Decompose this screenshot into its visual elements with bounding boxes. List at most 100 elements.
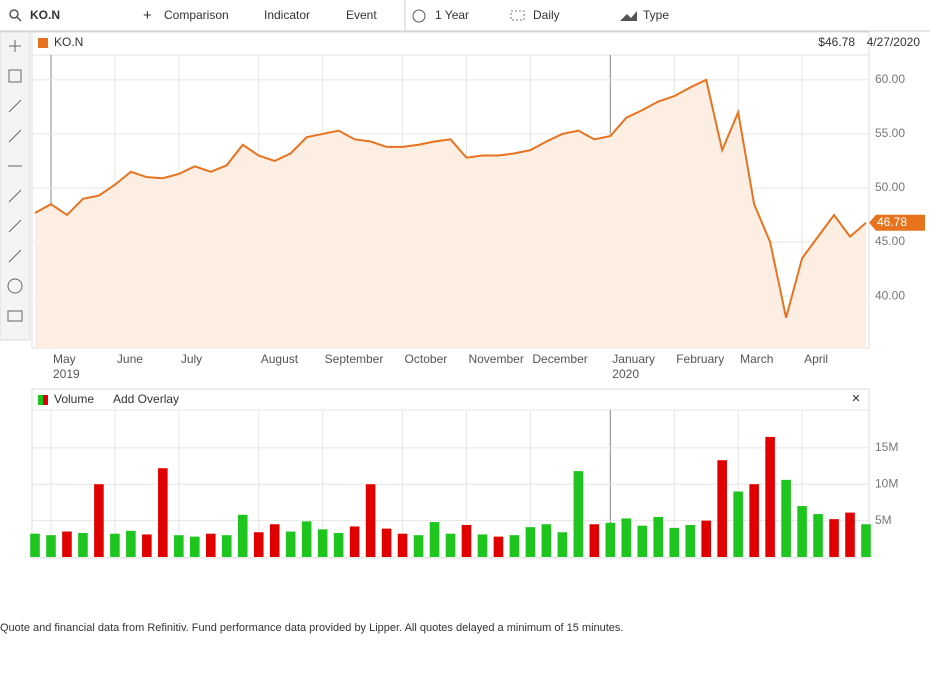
volume-bar [541,524,552,557]
type-icon [620,11,637,21]
chart-widget: KO.N + Comparison Indicator Event 1 Year… [0,0,930,559]
volume-bar [381,528,392,557]
volume-bar [493,536,504,557]
last-price-tag [869,214,925,231]
volume-bar [621,518,632,557]
x-tick-label: July [180,352,203,366]
add-overlay[interactable]: Add Overlay [113,392,179,406]
circle-tool[interactable] [7,278,23,294]
x-tick-label: June [116,352,143,366]
volume-bar [573,471,584,557]
volume-bar [685,524,696,557]
toolbar-item[interactable]: Daily [533,8,560,22]
volume-bar [717,460,727,557]
volume-bar [749,484,759,557]
y-tick-label: 50.00 [875,180,905,194]
toolbar-item[interactable]: Event [346,8,377,22]
volume-bar [365,484,376,557]
x-tick-label: January 2020 [612,352,655,381]
volume-bar [126,530,136,557]
legend-date: 4/27/2020 [867,35,921,49]
legend-swatch [38,38,48,48]
legend-price: $46.78 [818,35,855,49]
volume-bar [237,514,248,557]
toolbar-item[interactable]: Indicator [264,8,310,22]
volume-bar [285,531,296,557]
volume-bar [142,534,152,557]
volume-swatch [38,395,43,405]
volume-bar [158,468,168,557]
volume-bar [477,534,488,557]
volume-bar [509,535,520,557]
plus-icon: + [143,7,152,24]
text-tool[interactable] [8,69,22,83]
volume-bar [813,514,823,557]
arrow-tool[interactable] [8,249,22,263]
x-tick-label: March [740,352,774,366]
volume-bar [557,532,568,557]
toolbar-item[interactable]: Type [643,8,669,22]
y-tick-label: 5M [875,513,892,527]
x-tick-label: November [468,352,524,366]
volume-bar [253,532,264,557]
interval-icon [510,10,525,21]
tool-column [0,31,31,341]
clock-icon [412,9,426,23]
legend-label: KO.N [54,35,83,49]
volume-bar [205,533,216,557]
channel-tool[interactable] [8,219,22,233]
volume-bar [46,535,56,557]
price-area [35,79,866,348]
volume-bar [317,529,328,557]
search-icon[interactable] [9,9,19,19]
volume-bar [30,533,40,557]
volume-bar [349,526,360,557]
y-tick-label: 40.00 [875,288,905,302]
volume-bar [733,491,743,557]
volume-bar [653,516,664,557]
volume-bar [78,532,88,557]
volume-pane [31,388,870,559]
y-tick-label: 15M [875,440,898,454]
volume-bar [333,532,344,557]
volume-bar [861,524,871,557]
search-icon [16,16,22,22]
volume-bar [413,535,424,557]
rect-tool[interactable] [7,310,23,322]
volume-bar [461,524,472,557]
x-tick-label: September [324,352,384,366]
ray-tool[interactable] [8,189,22,203]
x-tick-label: April [804,352,829,366]
volume-swatch [43,395,48,405]
symbol-input[interactable]: KO.N [30,8,60,22]
volume-bar [301,521,312,557]
footer: Quote and financial data from Refinitiv.… [0,622,624,634]
volume-bar [94,484,104,557]
volume-bar [221,535,232,557]
price-line [34,78,867,318]
last-price-label: 46.78 [877,215,907,229]
volume-bar [525,527,536,557]
volume-bar [701,520,711,557]
volume-bar [765,436,775,557]
x-tick-label: August [260,352,299,366]
close-button[interactable]: × [852,390,861,407]
volume-bar [637,525,648,557]
volume-bar [829,519,839,557]
crosshair-tool[interactable] [9,40,21,52]
drawing-tools [7,40,23,322]
volume-bar [845,512,855,557]
volume-bar [445,533,456,557]
toolbar-item[interactable]: 1 Year [435,8,469,22]
volume-bar [797,506,807,557]
volume-bar [62,531,72,557]
line-tool[interactable] [8,99,22,113]
fib-tool[interactable] [8,129,22,143]
volume-label: Volume [54,392,94,406]
volume-bar [110,533,120,557]
volume-bar [190,536,200,557]
volume-bar [669,527,680,557]
toolbar-item[interactable]: Comparison [164,8,229,22]
volume-bar [429,522,440,557]
